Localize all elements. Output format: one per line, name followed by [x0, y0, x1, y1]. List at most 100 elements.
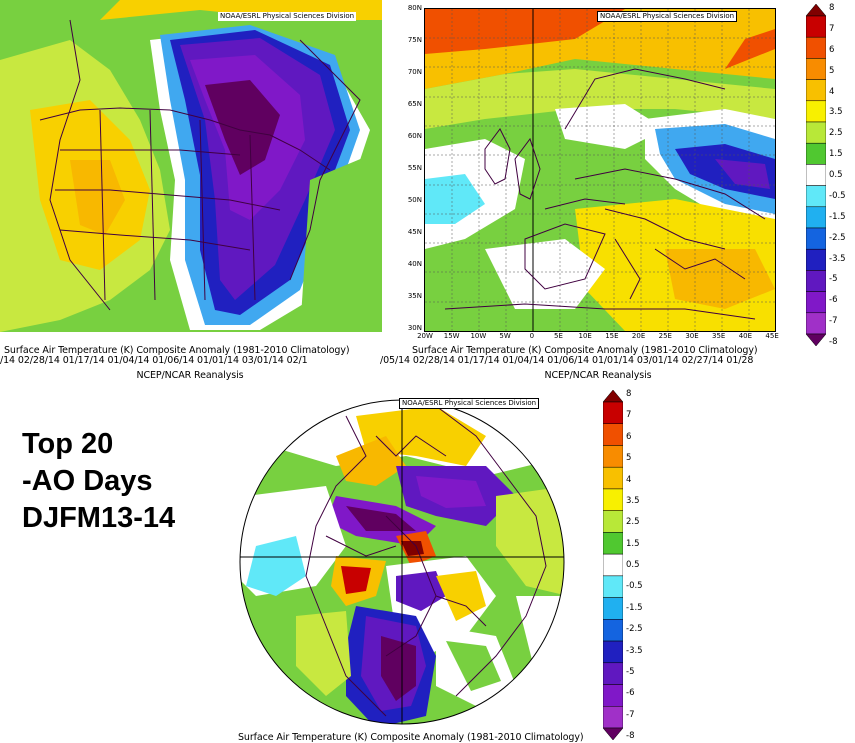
- colorbar-segment: [806, 248, 826, 271]
- colorbar-segment: [806, 121, 826, 144]
- colorbar-label: -1.5: [829, 211, 846, 222]
- colorbar-label: -8: [829, 337, 838, 347]
- colorbar-label: -1.5: [626, 602, 643, 613]
- colorbar-segment: [603, 532, 623, 555]
- europe-anomaly-map: NOAA/ESRL Physical Sciences Division: [424, 8, 776, 332]
- eu-lat-label: 50N: [407, 196, 422, 204]
- colorbar-label: -8: [626, 731, 635, 741]
- colorbar-label: 1.5: [829, 149, 843, 160]
- eu-lon-label: 25E: [658, 332, 672, 340]
- eu-lat-label: 80N: [407, 4, 422, 12]
- colorbar-segment: [603, 466, 623, 490]
- colorbar-segment: [603, 727, 623, 740]
- eu-lat-label: 35N: [407, 292, 422, 300]
- colorbar-segment: [603, 423, 623, 446]
- colorbar-segment: [806, 185, 826, 208]
- colorbar-segment: [603, 401, 623, 424]
- colorbar-segment: [603, 488, 623, 511]
- north-america-anomaly-map: NOAA/ESRL Physical Sciences Division: [0, 0, 382, 332]
- left-caption-title: Surface Air Temperature (K) Composite An…: [4, 345, 350, 356]
- eu-lon-label: 5W: [499, 332, 511, 340]
- colorbar-label: -3.5: [626, 645, 643, 656]
- colorbar-label: 8: [626, 389, 632, 399]
- eu-lon-label: 15E: [605, 332, 619, 340]
- colorbar-segment: [806, 270, 826, 292]
- colorbar-label: -6: [626, 688, 635, 699]
- colorbar-segment: [603, 510, 623, 533]
- colorbar-label: 2.5: [626, 517, 640, 528]
- eu-lon-label: 10W: [470, 332, 487, 340]
- colorbar-label: 4: [829, 86, 835, 97]
- colorbar-label: -2.5: [626, 624, 643, 635]
- colorbar-segment: [603, 445, 623, 468]
- colorbar-segment: [806, 4, 826, 17]
- colorbar-segment: [806, 58, 826, 80]
- colorbar-segment: [806, 333, 826, 346]
- colorbar-label: 6: [626, 431, 632, 442]
- colorbar-label: 0.5: [626, 560, 640, 570]
- colorbar-segment: [603, 662, 623, 685]
- eu-lon-label: 0: [529, 332, 535, 340]
- colorbar-label: 7: [626, 410, 632, 421]
- colorbar-label: 3.5: [829, 107, 843, 118]
- eu-lon-label: 20W: [417, 332, 433, 340]
- colorbar-bottom: [603, 390, 623, 740]
- right-caption-source: NCEP/NCAR Reanalysis: [544, 370, 652, 381]
- colorbar-segment: [806, 36, 826, 59]
- colorbar-segment: [603, 553, 623, 577]
- colorbar-label: -0.5: [626, 581, 643, 592]
- colorbar-label: -5: [829, 274, 838, 285]
- colorbar-label: -3.5: [829, 253, 846, 264]
- colorbar-label: 2.5: [829, 128, 843, 139]
- eu-lon-label: 10E: [578, 332, 592, 340]
- colorbar-segment: [806, 79, 826, 102]
- colorbar-segment: [603, 390, 623, 403]
- eu-lat-label: 45N: [407, 228, 422, 236]
- colorbar-segment: [806, 142, 826, 165]
- bottom-caption-title: Surface Air Temperature (K) Composite An…: [238, 732, 584, 743]
- eu-lat-label: 70N: [407, 68, 422, 76]
- colorbar-label: -7: [626, 709, 635, 720]
- left-caption-source: NCEP/NCAR Reanalysis: [136, 370, 244, 381]
- eu-lon-label: 45E: [765, 332, 779, 340]
- colorbar-label: -5: [626, 666, 635, 677]
- colorbar-label: 5: [829, 65, 835, 76]
- colorbar-label: 1.5: [626, 538, 640, 549]
- eu-lon-label: 15W: [443, 332, 460, 340]
- colorbar-label: 5: [626, 453, 632, 464]
- na-map-credit: NOAA/ESRL Physical Sciences Division: [218, 12, 357, 21]
- polar-map-credit: NOAA/ESRL Physical Sciences Division: [399, 398, 540, 409]
- colorbar-segment: [603, 640, 623, 664]
- eu-lat-label: 65N: [407, 100, 422, 108]
- eu-lat-label: 75N: [407, 36, 422, 44]
- eu-lat-label: 55N: [407, 164, 422, 172]
- colorbar-label: 8: [829, 3, 835, 13]
- heading-line-3: DJFM13-14: [22, 502, 176, 534]
- colorbar-segment: [806, 100, 826, 123]
- eu-lon-label: 20E: [631, 332, 646, 340]
- right-caption-dates: /05/14 02/28/14 01/17/14 01/04/14 01/06/…: [380, 355, 754, 366]
- colorbar-label: -7: [829, 316, 838, 327]
- colorbar-label: 3.5: [626, 495, 640, 506]
- polar-anomaly-map: NOAA/ESRL Physical Sciences Division: [236, 396, 568, 728]
- colorbar-label: 4: [626, 474, 632, 485]
- colorbar-label: -2.5: [829, 232, 846, 243]
- colorbar-segment: [806, 206, 826, 229]
- eu-lon-label: 35E: [712, 332, 726, 340]
- colorbar-segment: [603, 684, 623, 707]
- colorbar-segment: [806, 291, 826, 314]
- colorbar-label: 0.5: [829, 170, 843, 180]
- eu-lat-label: 30N: [407, 324, 422, 332]
- colorbar-top: [806, 4, 826, 346]
- eu-lat-label: 40N: [407, 260, 422, 268]
- left-caption-dates: /14 02/28/14 01/17/14 01/04/14 01/06/14 …: [0, 355, 308, 366]
- eu-lon-label: 40E: [738, 332, 753, 340]
- colorbar-segment: [806, 227, 826, 250]
- eu-lon-label: 30E: [685, 332, 699, 340]
- eu-map-credit: NOAA/ESRL Physical Sciences Division: [597, 11, 738, 22]
- heading-line-1: Top 20: [22, 428, 114, 460]
- colorbar-segment: [603, 575, 623, 598]
- eu-lat-label: 60N: [407, 132, 422, 140]
- colorbar-segment: [603, 706, 623, 729]
- colorbar-label: 7: [829, 23, 835, 34]
